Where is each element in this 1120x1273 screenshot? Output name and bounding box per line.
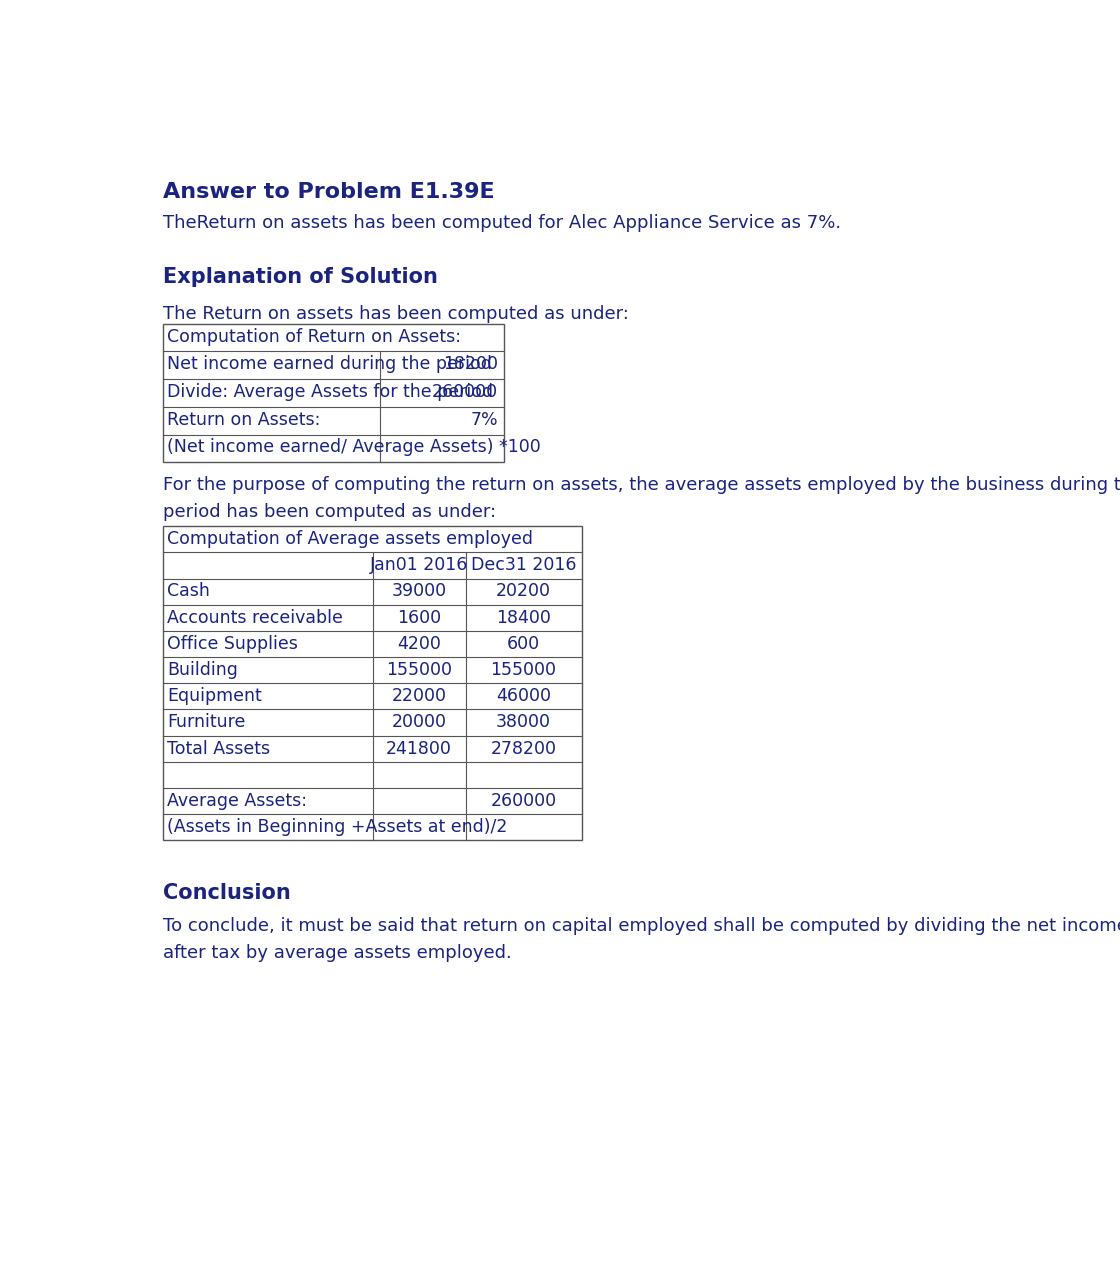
Text: Return on Assets:: Return on Assets: xyxy=(167,411,320,429)
Text: Furniture: Furniture xyxy=(167,713,245,731)
Text: The Return on assets has been computed as under:: The Return on assets has been computed a… xyxy=(164,306,629,323)
Text: Divide: Average Assets for the period: Divide: Average Assets for the period xyxy=(167,383,493,401)
Text: Cash: Cash xyxy=(167,583,211,601)
Text: 20200: 20200 xyxy=(496,583,551,601)
Text: 18200: 18200 xyxy=(444,355,498,373)
Text: 22000: 22000 xyxy=(392,687,447,705)
Text: 20000: 20000 xyxy=(392,713,447,731)
Text: (Net income earned/ Average Assets) *100: (Net income earned/ Average Assets) *100 xyxy=(167,438,541,457)
Text: 39000: 39000 xyxy=(391,583,447,601)
Text: 278200: 278200 xyxy=(491,740,557,757)
Text: Dec31 2016: Dec31 2016 xyxy=(470,556,577,574)
Text: 260000: 260000 xyxy=(491,792,557,810)
Text: 38000: 38000 xyxy=(496,713,551,731)
Text: 4200: 4200 xyxy=(398,635,441,653)
Text: Total Assets: Total Assets xyxy=(167,740,270,757)
Text: Explanation of Solution: Explanation of Solution xyxy=(164,267,438,286)
Text: Equipment: Equipment xyxy=(167,687,262,705)
Text: 241800: 241800 xyxy=(386,740,452,757)
Text: Answer to Problem E1.39E: Answer to Problem E1.39E xyxy=(164,182,495,202)
Text: TheReturn on assets has been computed for Alec Appliance Service as 7%.: TheReturn on assets has been computed fo… xyxy=(164,214,841,233)
Text: 155000: 155000 xyxy=(491,661,557,679)
Text: Jan01 2016: Jan01 2016 xyxy=(370,556,468,574)
Text: Office Supplies: Office Supplies xyxy=(167,635,298,653)
Text: 155000: 155000 xyxy=(386,661,452,679)
Text: To conclude, it must be said that return on capital employed shall be computed b: To conclude, it must be said that return… xyxy=(164,918,1120,962)
Text: Accounts receivable: Accounts receivable xyxy=(167,608,343,626)
Text: 600: 600 xyxy=(507,635,540,653)
Text: Building: Building xyxy=(167,661,237,679)
Text: Conclusion: Conclusion xyxy=(164,882,291,903)
Text: (Assets in Beginning +Assets at end)/2: (Assets in Beginning +Assets at end)/2 xyxy=(167,819,507,836)
Text: Computation of Return on Assets:: Computation of Return on Assets: xyxy=(167,327,461,345)
Text: Net income earned during the period: Net income earned during the period xyxy=(167,355,492,373)
Bar xyxy=(164,526,581,840)
Text: 46000: 46000 xyxy=(496,687,551,705)
Text: For the purpose of computing the return on assets, the average assets employed b: For the purpose of computing the return … xyxy=(164,476,1120,521)
Text: 1600: 1600 xyxy=(396,608,441,626)
Text: 260000: 260000 xyxy=(432,383,498,401)
Text: Average Assets:: Average Assets: xyxy=(167,792,307,810)
Text: 7%: 7% xyxy=(470,411,498,429)
Bar xyxy=(164,323,504,462)
Text: Computation of Average assets employed: Computation of Average assets employed xyxy=(167,530,533,549)
Text: 18400: 18400 xyxy=(496,608,551,626)
